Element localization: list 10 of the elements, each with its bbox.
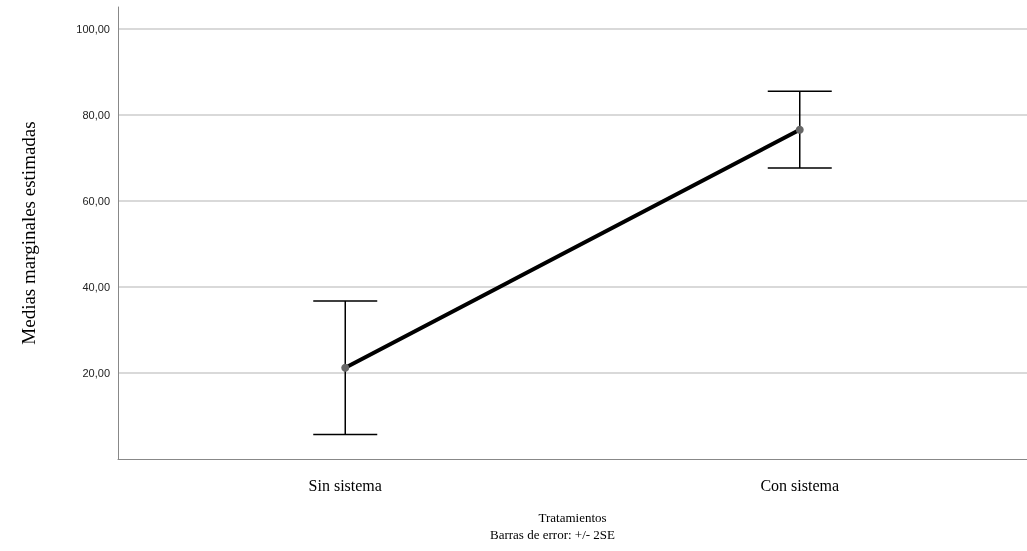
y-axis-title: Medias marginales estimadas: [18, 121, 39, 345]
text: Barras de error: +/- 2SE: [490, 527, 616, 542]
y-tick-label: 20,00: [82, 366, 110, 379]
y-tick-label: 40,00: [82, 280, 110, 293]
y-tick-label: 80,00: [82, 108, 110, 121]
x-tick-label: Con sistema: [760, 476, 840, 494]
x-axis-title: Tratamientos: [538, 510, 607, 525]
y-tick-label: 60,00: [82, 194, 110, 207]
x-tick-label: Sin sistema: [308, 476, 382, 494]
y-tick-label: 100,00: [76, 22, 110, 35]
